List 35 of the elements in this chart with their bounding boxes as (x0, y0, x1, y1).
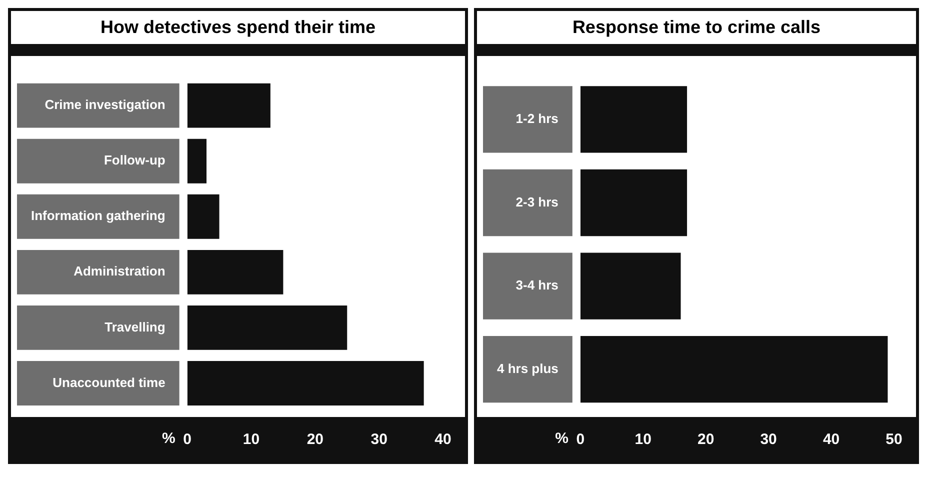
x-tick-label: 10 (634, 431, 652, 448)
y-tick-label: 3-4 hrs (516, 278, 558, 293)
y-tick-label: Crime investigation (44, 97, 166, 112)
bar (580, 86, 688, 153)
x-tick-label: 0 (183, 431, 192, 448)
x-tick-label: 20 (306, 431, 324, 448)
x-tick-label: 20 (698, 431, 714, 448)
y-tick-label: Unaccounted time (52, 374, 166, 390)
x-tick-label: 50 (886, 431, 902, 448)
bar (187, 138, 207, 184)
x-tick-label: 30 (370, 431, 388, 448)
x-tick-label: 0 (576, 431, 585, 448)
x-tick-label: 40 (434, 431, 452, 448)
bar (187, 194, 220, 239)
chart-title: How detectives spend their time (11, 11, 465, 56)
bar (580, 169, 688, 236)
bar (580, 336, 888, 403)
bar (187, 361, 424, 406)
bar (187, 250, 284, 294)
x-axis-title: % (162, 430, 176, 448)
y-tick-label: 4 hrs plus (496, 360, 558, 376)
bar (187, 305, 348, 350)
x-tick-label: 30 (760, 431, 777, 448)
y-tick-label: 2-3 hrs (516, 194, 558, 210)
x-axis-title: % (555, 430, 568, 448)
bar (580, 252, 681, 320)
x-tick-label: 40 (822, 431, 840, 448)
chart-title: Response time to crime calls (477, 11, 916, 56)
y-tick-label: Travelling (104, 319, 166, 334)
x-tick-label: 10 (242, 431, 260, 448)
y-tick-label: 1-2 hrs (516, 111, 558, 126)
y-tick-label: Administration (74, 264, 166, 279)
y-tick-label: Information gathering (30, 208, 166, 224)
bar (187, 83, 270, 128)
y-tick-label: Follow-up (104, 152, 166, 168)
